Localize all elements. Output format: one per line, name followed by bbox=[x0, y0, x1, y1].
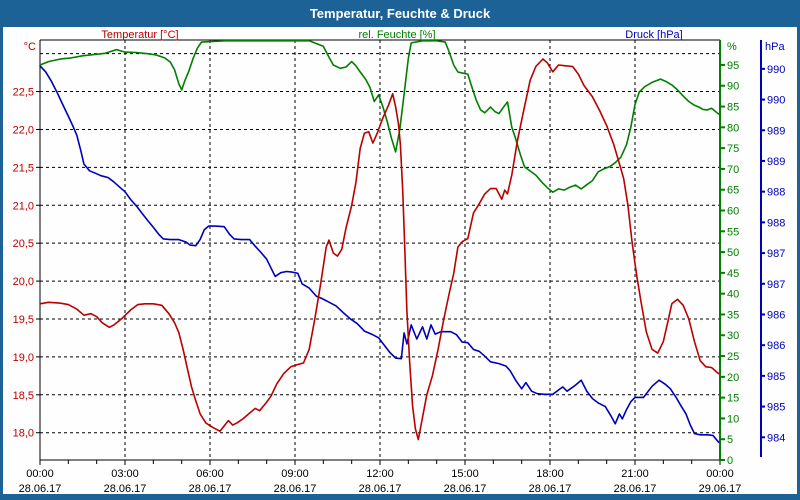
pressure-tick-label: 986 bbox=[767, 309, 785, 321]
temperature-tick-label: 18,0 bbox=[13, 428, 34, 440]
temperature-axis-unit: °C bbox=[24, 41, 36, 53]
humidity-tick-label: 95 bbox=[727, 60, 739, 72]
x-time-label: 21:00 bbox=[621, 468, 649, 480]
pressure-tick-label: 987 bbox=[767, 279, 785, 291]
x-date-label: 28.06.17 bbox=[104, 483, 147, 495]
temperature-series-line bbox=[39, 58, 720, 441]
pressure-tick-label: 985 bbox=[767, 402, 785, 414]
temperature-tick-label: 20,5 bbox=[13, 238, 34, 250]
humidity-tick-label: 60 bbox=[727, 205, 739, 217]
legend-temperature: Temperatur [°C] bbox=[101, 29, 179, 41]
humidity-tick-label: 20 bbox=[727, 372, 739, 384]
x-time-label: 15:00 bbox=[451, 468, 479, 480]
pressure-tick-label: 989 bbox=[767, 125, 785, 137]
x-date-label: 28.06.17 bbox=[274, 483, 317, 495]
x-axis: 00:00 28.06.17 03:00 28.06.17 06:00 28.06.17 0… bbox=[19, 460, 742, 495]
window-frame-bottom bbox=[0, 494, 800, 500]
x-time-label: 06:00 bbox=[196, 468, 224, 480]
x-date-label: 29.06.17 bbox=[699, 483, 742, 495]
humidity-axis-unit: % bbox=[727, 41, 737, 53]
humidity-tick-label: 30 bbox=[727, 330, 739, 342]
humidity-tick-label: 15 bbox=[727, 393, 739, 405]
pressure-tick-label: 987 bbox=[767, 248, 785, 260]
humidity-tick-label: 0 bbox=[727, 455, 733, 467]
x-date-label: 28.06.17 bbox=[189, 483, 232, 495]
x-time-label: 03:00 bbox=[111, 468, 139, 480]
legend-humidity: rel. Feuchte [%] bbox=[358, 29, 436, 41]
humidity-tick-label: 90 bbox=[727, 81, 739, 93]
humidity-tick-label: 45 bbox=[727, 268, 739, 280]
pressure-tick-label: 990 bbox=[767, 64, 785, 76]
legend-pressure: Druck [hPa] bbox=[625, 29, 683, 41]
temperature-tick-label: 21,0 bbox=[13, 200, 34, 212]
humidity-tick-label: 80 bbox=[727, 122, 739, 134]
pressure-series-line bbox=[39, 65, 720, 444]
humidity-series-line bbox=[39, 39, 720, 193]
temperature-tick-label: 19,5 bbox=[13, 314, 34, 326]
x-time-label: 18:00 bbox=[536, 468, 564, 480]
humidity-tick-label: 70 bbox=[727, 164, 739, 176]
humidity-tick-label: 85 bbox=[727, 102, 739, 114]
temperature-tick-label: 22,0 bbox=[13, 124, 34, 136]
window-frame-right bbox=[797, 27, 800, 495]
pressure-tick-label: 988 bbox=[767, 217, 785, 229]
x-date-label: 28.06.17 bbox=[614, 483, 657, 495]
x-time-label: 00:00 bbox=[26, 468, 54, 480]
humidity-tick-label: 75 bbox=[727, 143, 739, 155]
humidity-tick-label: 35 bbox=[727, 309, 739, 321]
temperature-axis: °C 22,5 22,0 21,5 21,0 20,5 20,0 19,5 19,0 18,5 18… bbox=[13, 41, 40, 440]
window-title: Temperatur, Feuchte & Druck bbox=[309, 6, 491, 21]
humidity-tick-label: 10 bbox=[727, 413, 739, 425]
x-date-label: 28.06.17 bbox=[359, 483, 402, 495]
pressure-tick-label: 984 bbox=[767, 432, 785, 444]
x-time-label: 09:00 bbox=[281, 468, 309, 480]
pressure-axis-unit: hPa bbox=[765, 41, 785, 53]
humidity-tick-label: 50 bbox=[727, 247, 739, 259]
temperature-tick-label: 21,5 bbox=[13, 162, 34, 174]
temperature-tick-label: 22,5 bbox=[13, 87, 34, 99]
pressure-tick-label: 985 bbox=[767, 371, 785, 383]
humidity-tick-label: 5 bbox=[727, 434, 733, 446]
x-date-label: 28.06.17 bbox=[529, 483, 572, 495]
temperature-tick-label: 18,5 bbox=[13, 390, 34, 402]
title-bar: Temperatur, Feuchte & Druck bbox=[0, 0, 800, 27]
temperature-tick-label: 20,0 bbox=[13, 276, 34, 288]
humidity-tick-label: 40 bbox=[727, 289, 739, 301]
pressure-tick-label: 986 bbox=[767, 340, 785, 352]
pressure-tick-label: 990 bbox=[767, 95, 785, 107]
humidity-tick-label: 65 bbox=[727, 185, 739, 197]
x-date-label: 28.06.17 bbox=[444, 483, 487, 495]
pressure-tick-label: 989 bbox=[767, 156, 785, 168]
humidity-tick-label: 25 bbox=[727, 351, 739, 363]
window-frame-left bbox=[0, 27, 3, 495]
gridlines bbox=[40, 40, 720, 460]
pressure-axis: hPa 990 990 989 989 988 988 987 987 986 986 985 985 9… bbox=[760, 40, 785, 457]
temperature-tick-label: 19,0 bbox=[13, 352, 34, 364]
x-time-label: 12:00 bbox=[366, 468, 394, 480]
pressure-tick-label: 988 bbox=[767, 187, 785, 199]
x-date-label: 28.06.17 bbox=[19, 483, 62, 495]
x-time-label: 00:00 bbox=[706, 468, 734, 480]
humidity-tick-label: 55 bbox=[727, 226, 739, 238]
